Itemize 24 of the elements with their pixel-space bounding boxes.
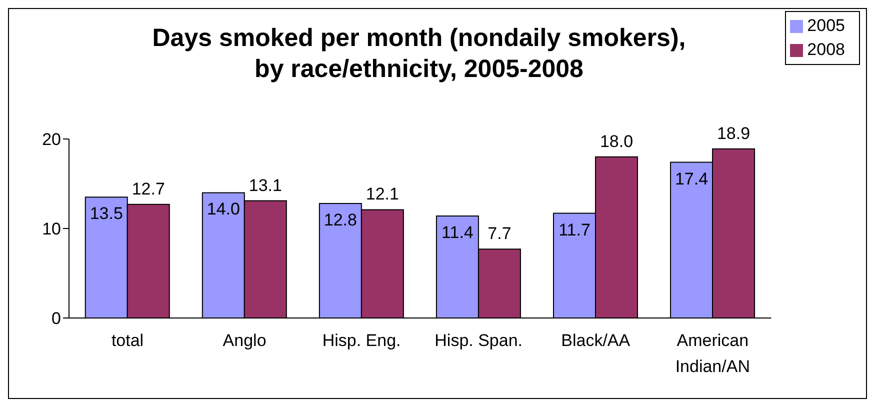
y-tick-label: 0 [52, 309, 61, 328]
x-tick-label: Hisp. Span. [434, 331, 523, 350]
data-label: 13.5 [90, 204, 123, 224]
data-label: 17.4 [674, 169, 708, 188]
data-label: 18.0 [600, 132, 634, 151]
x-tick-label: Black/AA [561, 331, 631, 350]
y-tick-label: 20 [42, 130, 61, 150]
data-label: 13.1 [248, 176, 282, 195]
data-label: 11.7 [558, 220, 590, 240]
y-tick-label: 10 [42, 220, 61, 239]
chart-title: Days smoked per month (nondaily smokers), by race/ethnicity, 2005-2008 [151, 23, 687, 85]
legend-label: 2008 [807, 40, 845, 59]
data-label: 14.0 [206, 200, 240, 219]
data-label: 7.7 [488, 224, 512, 244]
x-tick-label: Anglo [222, 331, 266, 350]
data-label: 18.9 [716, 124, 750, 143]
data-label: 12.8 [324, 210, 357, 230]
legend-label: 2005 [807, 16, 845, 35]
data-label: 11.4 [442, 222, 474, 242]
data-label: 12.7 [132, 179, 165, 198]
x-tick-label: Hisp. Eng. [322, 331, 401, 350]
x-tick-label: total [111, 331, 144, 350]
x-tick-label: American Indian/AN [675, 331, 750, 376]
data-label: 12.1 [366, 184, 399, 204]
